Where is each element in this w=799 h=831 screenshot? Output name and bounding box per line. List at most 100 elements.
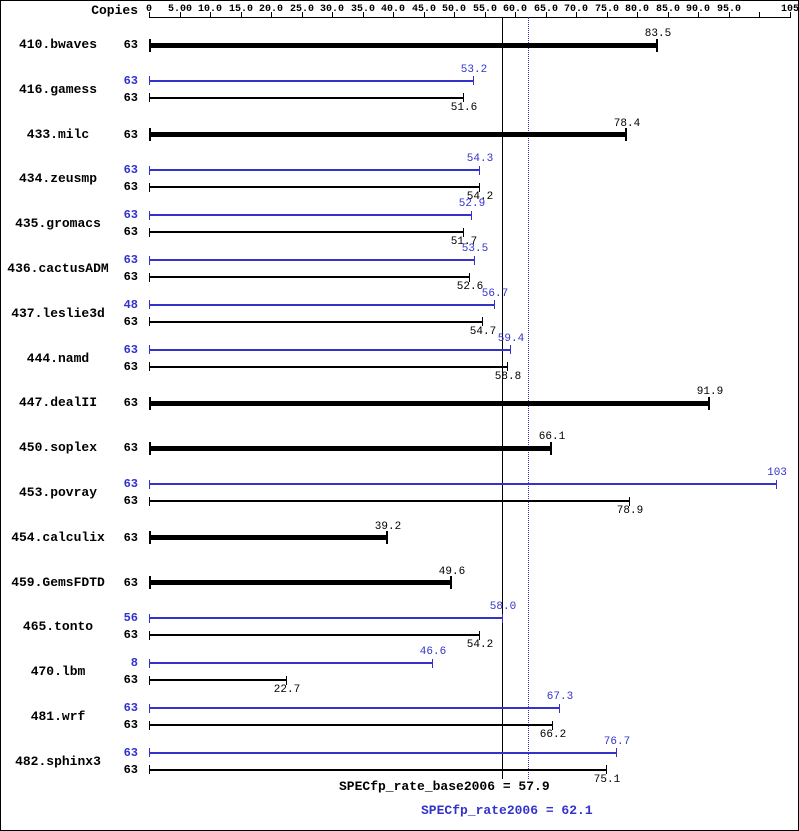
axis-tick	[302, 12, 303, 17]
axis-tick	[790, 12, 791, 17]
bar-peak	[149, 752, 617, 754]
copies-column-header: Copies	[91, 3, 138, 18]
axis-tick-label: 20.0	[258, 4, 283, 15]
bar-value-label: 78.9	[616, 505, 644, 517]
bar-value-label: 83.5	[644, 28, 672, 40]
benchmark-name: 481.wrf	[30, 709, 86, 724]
axis-tick	[515, 12, 516, 17]
bar-base	[149, 366, 508, 368]
bar-end-cap	[552, 721, 553, 730]
bar-base	[149, 132, 627, 137]
benchmark-name: 410.bwaves	[18, 37, 97, 52]
bar-base	[149, 401, 710, 406]
bar-end-cap	[656, 39, 658, 52]
bar-start-cap	[149, 39, 151, 52]
bar-value-label: 91.9	[696, 386, 724, 398]
bar-end-cap	[550, 442, 552, 455]
bar-value-label: 53.2	[460, 64, 488, 76]
bar-end-cap	[432, 659, 433, 668]
bar-end-cap	[616, 748, 617, 757]
bar-base	[149, 97, 464, 99]
bar-end-cap	[510, 345, 511, 354]
copies-value: 63	[123, 763, 138, 777]
axis-tick	[180, 12, 181, 17]
bar-end-cap	[386, 531, 388, 544]
bar-peak	[149, 259, 475, 261]
copies-value: 63	[123, 494, 138, 508]
axis-tick	[271, 12, 272, 17]
bar-end-cap	[450, 576, 452, 589]
axis-tick	[729, 12, 730, 17]
axis-tick	[424, 12, 425, 17]
bar-value-label: 52.6	[456, 281, 484, 293]
bar-start-cap	[149, 765, 150, 774]
bar-peak	[149, 662, 433, 664]
bar-start-cap	[149, 576, 151, 589]
copies-value: 63	[123, 360, 138, 374]
copies-value: 63	[123, 701, 138, 715]
bar-end-cap	[286, 676, 287, 685]
axis-tick	[210, 12, 211, 17]
copies-value: 56	[123, 611, 138, 625]
axis-tick	[759, 12, 760, 17]
axis-tick-label: 65.0	[533, 4, 558, 15]
bar-start-cap	[149, 721, 150, 730]
bar-start-cap	[149, 128, 151, 141]
bar-base	[149, 231, 464, 233]
copies-value: 63	[123, 163, 138, 177]
bar-start-cap	[149, 76, 150, 85]
axis-tick-label: 85.0	[655, 4, 680, 15]
benchmark-name: 447.dealII	[18, 395, 97, 410]
bar-peak	[149, 214, 472, 216]
bar-peak	[149, 80, 474, 82]
bar-end-cap	[502, 614, 503, 623]
bar-end-cap	[494, 300, 495, 309]
bar-start-cap	[149, 704, 150, 713]
bar-start-cap	[149, 497, 150, 506]
base-mean-label: SPECfp_rate_base2006 = 57.9	[339, 779, 550, 794]
bar-value-label: 49.6	[438, 566, 466, 578]
benchmark-name: 435.gromacs	[15, 216, 101, 231]
bar-start-cap	[149, 93, 150, 102]
axis-tick-label: 55.0	[472, 4, 497, 15]
bar-end-cap	[559, 704, 560, 713]
bar-value-label: 103	[767, 467, 787, 479]
bar-end-cap	[471, 211, 472, 220]
benchmark-name: 444.namd	[26, 351, 90, 366]
copies-value: 63	[123, 746, 138, 760]
copies-value: 63	[123, 270, 138, 284]
bar-end-cap	[479, 183, 480, 192]
copies-value: 63	[123, 253, 138, 267]
bar-end-cap	[507, 362, 508, 371]
copies-value: 63	[123, 441, 138, 455]
axis-tick-label: 90.0	[685, 4, 710, 15]
bar-base	[149, 724, 553, 726]
copies-value: 8	[130, 656, 138, 670]
bar-start-cap	[149, 631, 150, 640]
bar-start-cap	[149, 317, 150, 326]
bar-value-label: 46.6	[419, 646, 447, 658]
bar-value-label: 54.7	[469, 326, 497, 338]
axis-tick-label: 35.0	[350, 4, 375, 15]
bar-value-label: 39.2	[374, 521, 402, 533]
axis-tick-label: 40.0	[380, 4, 405, 15]
bar-base	[149, 43, 658, 48]
bar-end-cap	[482, 317, 483, 326]
bar-start-cap	[149, 442, 151, 455]
copies-value: 63	[123, 396, 138, 410]
bar-value-label: 54.2	[466, 191, 494, 203]
axis-tick-label: 30.0	[319, 4, 344, 15]
axis-tick	[485, 12, 486, 17]
bar-end-cap	[708, 397, 710, 410]
benchmark-name: 453.povray	[18, 485, 97, 500]
bar-peak	[149, 169, 480, 171]
axis-tick	[363, 12, 364, 17]
benchmark-name: 436.cactusADM	[7, 261, 109, 276]
axis-tick-label: 95.0	[716, 4, 741, 15]
bar-start-cap	[149, 748, 150, 757]
copies-value: 63	[123, 225, 138, 239]
reference-line-base	[502, 17, 503, 779]
bar-end-cap	[625, 128, 627, 141]
bar-value-label: 58.8	[494, 371, 522, 383]
